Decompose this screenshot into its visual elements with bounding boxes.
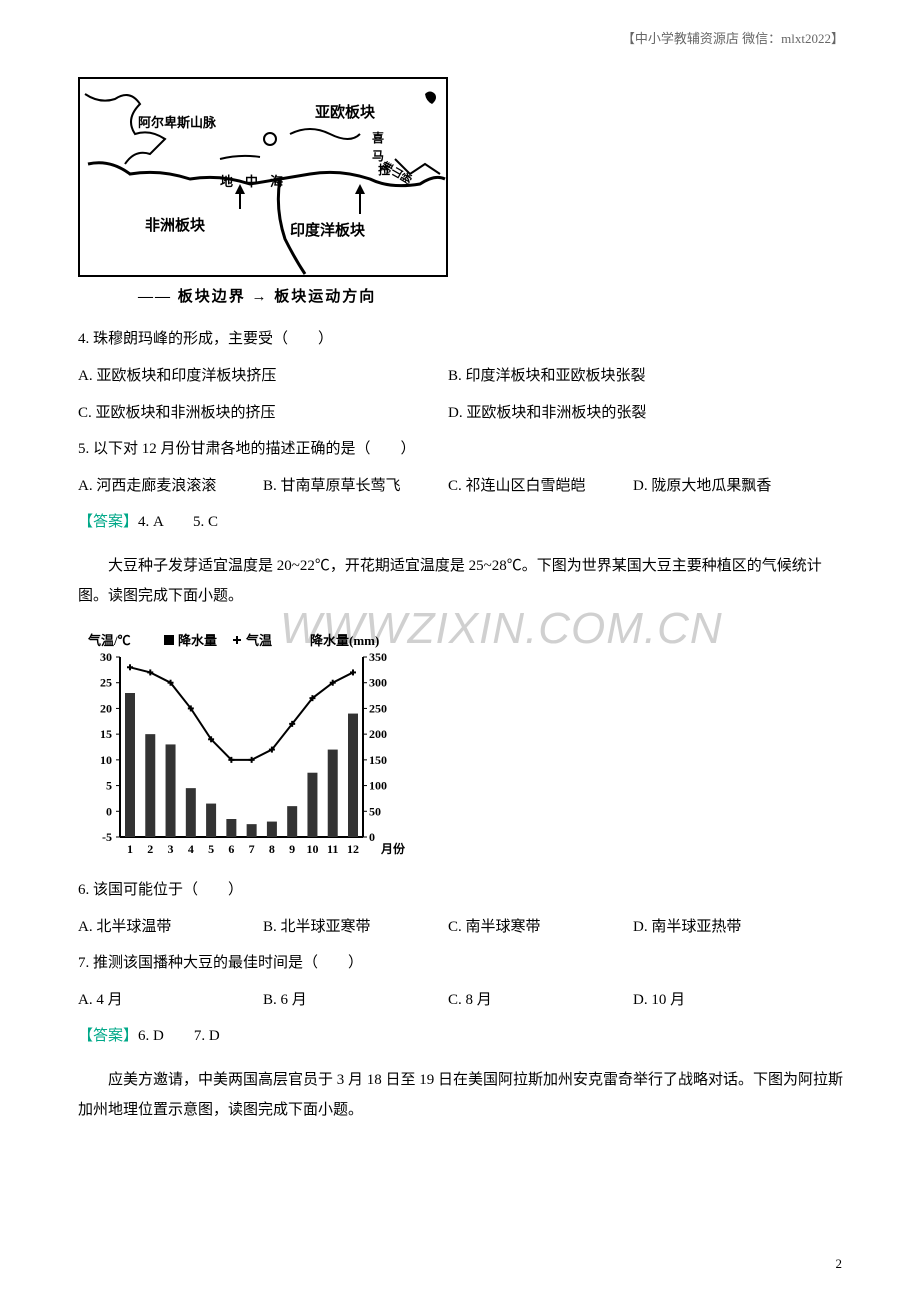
- svg-text:气温: 气温: [246, 633, 272, 648]
- svg-text:25: 25: [100, 676, 112, 690]
- svg-text:降水量: 降水量: [178, 633, 217, 648]
- q4-text: 4. 珠穆朗玛峰的形成，主要受（ ）: [78, 324, 844, 354]
- svg-text:0: 0: [106, 804, 112, 818]
- svg-text:10: 10: [306, 842, 318, 856]
- svg-text:4: 4: [188, 842, 194, 856]
- svg-text:5: 5: [208, 842, 214, 856]
- svg-text:100: 100: [369, 779, 387, 793]
- plate-map: 亚欧板块 非洲板块 印度洋板块 阿尔卑斯山脉 雅山脉 喜 马 拉 地中海: [78, 77, 448, 277]
- svg-text:9: 9: [289, 842, 295, 856]
- q7-optA: A. 4 月: [78, 984, 263, 1017]
- svg-text:350: 350: [369, 650, 387, 664]
- map-figure-container: 亚欧板块 非洲板块 印度洋板块 阿尔卑斯山脉 雅山脉 喜 马 拉 地中海 —— …: [78, 77, 844, 306]
- q4-optD: D. 亚欧板块和非洲板块的张裂: [448, 397, 818, 430]
- svg-text:10: 10: [100, 753, 112, 767]
- svg-text:150: 150: [369, 753, 387, 767]
- q6-optB: B. 北半球亚寒带: [263, 911, 448, 944]
- label-eurasian: 亚欧板块: [315, 101, 375, 122]
- page-number: 2: [836, 1256, 843, 1272]
- q4-options-row1: A. 亚欧板块和印度洋板块挤压 B. 印度洋板块和亚欧板块张裂: [78, 360, 844, 393]
- answer-67: 【答案】6. D 7. D: [78, 1021, 844, 1051]
- svg-text:12: 12: [347, 842, 359, 856]
- q7-optB: B. 6 月: [263, 984, 448, 1017]
- svg-text:月份: 月份: [380, 841, 406, 856]
- answer-text-45: 4. A 5. C: [138, 514, 218, 530]
- q6-options: A. 北半球温带 B. 北半球亚寒带 C. 南半球寒带 D. 南半球亚热带: [78, 911, 844, 944]
- answer-45: 【答案】4. A 5. C: [78, 507, 844, 537]
- q5-optD: D. 陇原大地瓜果飘香: [633, 470, 818, 503]
- q7-optC: C. 8 月: [448, 984, 633, 1017]
- climate-chart: -505101520253005010015020025030035012345…: [78, 627, 408, 857]
- svg-text:250: 250: [369, 701, 387, 715]
- q7-optD: D. 10 月: [633, 984, 818, 1017]
- svg-text:200: 200: [369, 727, 387, 741]
- answer-text-67: 6. D 7. D: [138, 1028, 220, 1044]
- label-xi: 喜: [372, 129, 384, 146]
- q7-options: A. 4 月 B. 6 月 C. 8 月 D. 10 月: [78, 984, 844, 1017]
- q4-optA: A. 亚欧板块和印度洋板块挤压: [78, 360, 448, 393]
- page-header: 【中小学教辅资源店 微信：mlxt2022】: [78, 28, 844, 47]
- q6-optC: C. 南半球寒带: [448, 911, 633, 944]
- svg-text:7: 7: [249, 842, 255, 856]
- q7-text: 7. 推测该国播种大豆的最佳时间是（ ）: [78, 948, 844, 978]
- q6-optD: D. 南半球亚热带: [633, 911, 818, 944]
- q4-optB: B. 印度洋板块和亚欧板块张裂: [448, 360, 818, 393]
- svg-text:气温/℃: 气温/℃: [88, 633, 131, 648]
- svg-text:2: 2: [147, 842, 153, 856]
- svg-text:50: 50: [369, 804, 381, 818]
- svg-text:降水量(mm): 降水量(mm): [310, 633, 379, 648]
- q6-text: 6. 该国可能位于（ ）: [78, 875, 844, 905]
- svg-text:20: 20: [100, 701, 112, 715]
- answer-label-45: 【答案】: [78, 514, 138, 530]
- q4-optC: C. 亚欧板块和非洲板块的挤压: [78, 397, 448, 430]
- label-african: 非洲板块: [145, 214, 205, 235]
- q5-text: 5. 以下对 12 月份甘肃各地的描述正确的是（ ）: [78, 434, 844, 464]
- passage-1: 大豆种子发芽适宜温度是 20~22℃，开花期适宜温度是 25~28℃。下图为世界…: [78, 551, 844, 611]
- svg-text:30: 30: [100, 650, 112, 664]
- q4-options-row2: C. 亚欧板块和非洲板块的挤压 D. 亚欧板块和非洲板块的张裂: [78, 397, 844, 430]
- label-mediterranean: 地中海: [220, 171, 295, 190]
- svg-text:0: 0: [369, 830, 375, 844]
- svg-text:300: 300: [369, 676, 387, 690]
- svg-text:11: 11: [327, 842, 338, 856]
- svg-text:-5: -5: [102, 830, 112, 844]
- label-la: 拉: [378, 161, 390, 178]
- svg-text:5: 5: [106, 779, 112, 793]
- q5-optB: B. 甘南草原草长莺飞: [263, 470, 448, 503]
- q6-optA: A. 北半球温带: [78, 911, 263, 944]
- svg-text:1: 1: [127, 842, 133, 856]
- q5-optC: C. 祁连山区白雪皑皑: [448, 470, 633, 503]
- q5-optA: A. 河西走廊麦浪滚滚: [78, 470, 263, 503]
- svg-text:3: 3: [168, 842, 174, 856]
- passage-2: 应美方邀请，中美两国高层官员于 3 月 18 日至 19 日在美国阿拉斯加州安克…: [78, 1065, 844, 1125]
- label-indian: 印度洋板块: [290, 219, 365, 240]
- svg-text:8: 8: [269, 842, 275, 856]
- chart-container: -505101520253005010015020025030035012345…: [78, 627, 844, 857]
- map-legend: —— 板块边界 → 板块运动方向: [138, 285, 844, 306]
- answer-label-67: 【答案】: [78, 1028, 138, 1044]
- svg-text:15: 15: [100, 727, 112, 741]
- label-alps: 阿尔卑斯山脉: [138, 112, 216, 131]
- svg-text:6: 6: [228, 842, 234, 856]
- q5-options: A. 河西走廊麦浪滚滚 B. 甘南草原草长莺飞 C. 祁连山区白雪皑皑 D. 陇…: [78, 470, 844, 503]
